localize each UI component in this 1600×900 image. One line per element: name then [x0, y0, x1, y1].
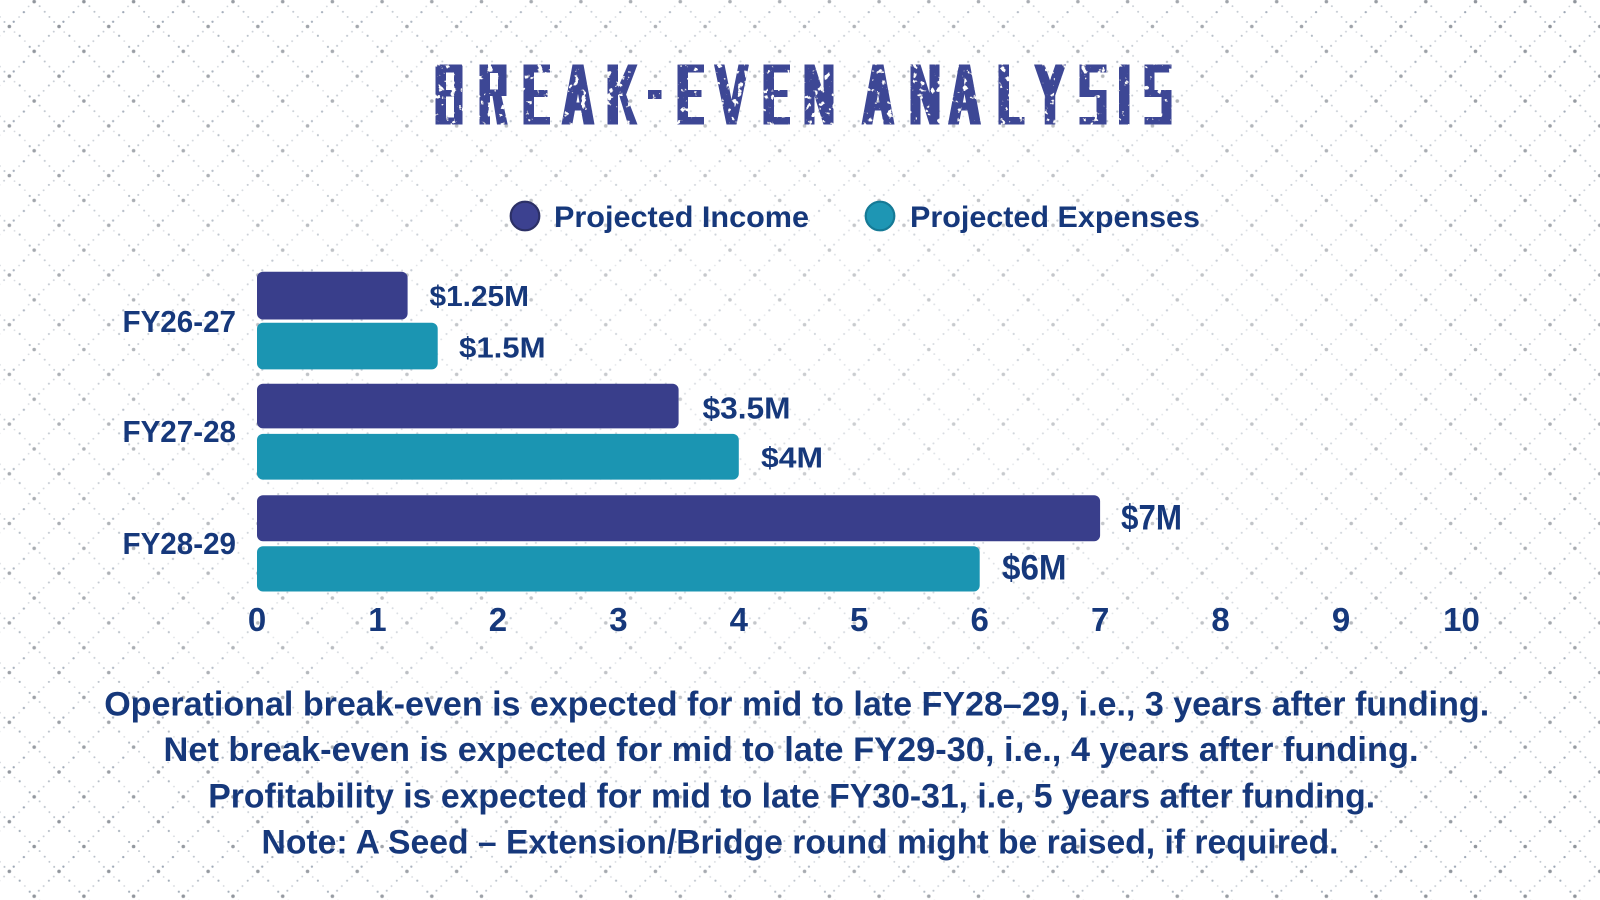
svg-text:5: 5 [850, 601, 868, 638]
svg-text:Profitability is expected for: Profitability is expected for mid to lat… [208, 778, 1375, 816]
svg-text:$4M: $4M [761, 443, 823, 475]
svg-text:Net break-even is expected for: Net break-even is expected for mid to la… [164, 731, 1419, 769]
svg-text:Projected Expenses: Projected Expenses [910, 201, 1200, 234]
svg-text:FY28-29: FY28-29 [123, 526, 237, 561]
svg-text:$7M: $7M [1121, 499, 1182, 538]
svg-text:3: 3 [609, 601, 627, 638]
svg-text:FY26-27: FY26-27 [123, 304, 237, 339]
svg-text:$1.25M: $1.25M [430, 281, 530, 313]
svg-text:6: 6 [971, 601, 989, 638]
svg-text:7: 7 [1091, 601, 1109, 638]
svg-text:9: 9 [1332, 601, 1350, 638]
svg-text:Operational break-even is expe: Operational break-even is expected for m… [104, 686, 1489, 724]
svg-text:4: 4 [730, 601, 749, 638]
svg-text:Note: A Seed – Extension/Bridg: Note: A Seed – Extension/Bridge round mi… [262, 824, 1339, 862]
svg-text:$1.5M: $1.5M [459, 333, 546, 365]
svg-text:0: 0 [248, 601, 266, 638]
svg-text:1: 1 [368, 601, 386, 638]
svg-text:Projected Income: Projected Income [554, 201, 809, 234]
svg-text:$3.5M: $3.5M [703, 391, 791, 425]
svg-text:10: 10 [1443, 601, 1480, 638]
svg-text:8: 8 [1211, 601, 1229, 638]
svg-text:$6M: $6M [1002, 549, 1067, 588]
svg-text:2: 2 [489, 601, 507, 638]
svg-text:FY27-28: FY27-28 [123, 414, 237, 449]
